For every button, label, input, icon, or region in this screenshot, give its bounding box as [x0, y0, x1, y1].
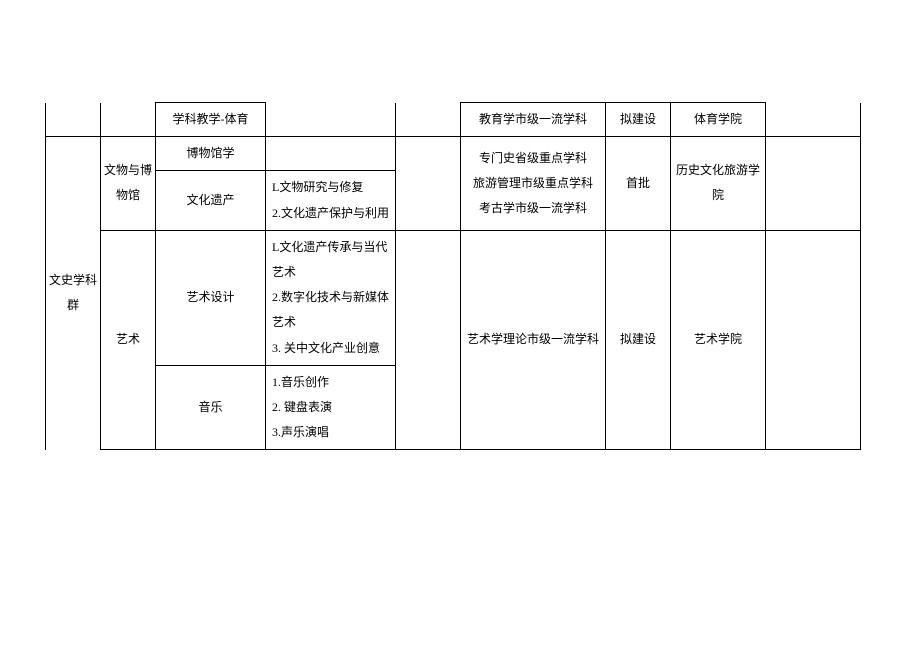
cell-status: 拟建设 — [606, 103, 671, 137]
cell-status: 拟建设 — [606, 230, 671, 450]
cell — [766, 137, 861, 231]
cell-status: 首批 — [606, 137, 671, 231]
cell-subject: 学科教学-体育 — [156, 103, 266, 137]
cell-group: 文史学科群 — [46, 137, 101, 450]
cell-dept: 文物与博物馆 — [101, 137, 156, 231]
cell — [396, 137, 461, 231]
cell-level: 艺术学理论市级一流学科 — [461, 230, 606, 450]
cell-desc: L文化遗产传承与当代艺术2.数字化技术与新媒体艺术3. 关中文化产业创意 — [266, 230, 396, 365]
cell-dept: 艺术 — [101, 230, 156, 450]
cell-levels: 专门史省级重点学科旅游管理市级重点学科考古学市级一流学科 — [461, 137, 606, 231]
cell-subject: 音乐 — [156, 365, 266, 450]
cell-desc: 1.音乐创作2. 键盘表演3.声乐演唱 — [266, 365, 396, 450]
cell — [266, 103, 396, 137]
cell-subject: 博物馆学 — [156, 137, 266, 171]
cell-college: 体育学院 — [671, 103, 766, 137]
table-row: 文史学科群 文物与博物馆 博物馆学 专门史省级重点学科旅游管理市级重点学科考古学… — [46, 137, 861, 171]
cell-desc: L文物研究与修复2.文化遗产保护与利用 — [266, 171, 396, 230]
cell — [766, 103, 861, 137]
cell — [266, 137, 396, 171]
cell — [396, 103, 461, 137]
cell — [766, 230, 861, 450]
cell-subject: 艺术设计 — [156, 230, 266, 365]
cell-subject: 文化遗产 — [156, 171, 266, 230]
cell — [101, 103, 156, 137]
table-row: 艺术 艺术设计 L文化遗产传承与当代艺术2.数字化技术与新媒体艺术3. 关中文化… — [46, 230, 861, 365]
cell-college: 艺术学院 — [671, 230, 766, 450]
table-row: 学科教学-体育 教育学市级一流学科 拟建设 体育学院 — [46, 103, 861, 137]
cell — [46, 103, 101, 137]
cell — [396, 230, 461, 450]
cell-level: 教育学市级一流学科 — [461, 103, 606, 137]
page: 学科教学-体育 教育学市级一流学科 拟建设 体育学院 文史学科群 文物与博物馆 … — [0, 0, 920, 651]
cell-college: 历史文化旅游学院 — [671, 137, 766, 231]
discipline-table: 学科教学-体育 教育学市级一流学科 拟建设 体育学院 文史学科群 文物与博物馆 … — [45, 102, 861, 450]
